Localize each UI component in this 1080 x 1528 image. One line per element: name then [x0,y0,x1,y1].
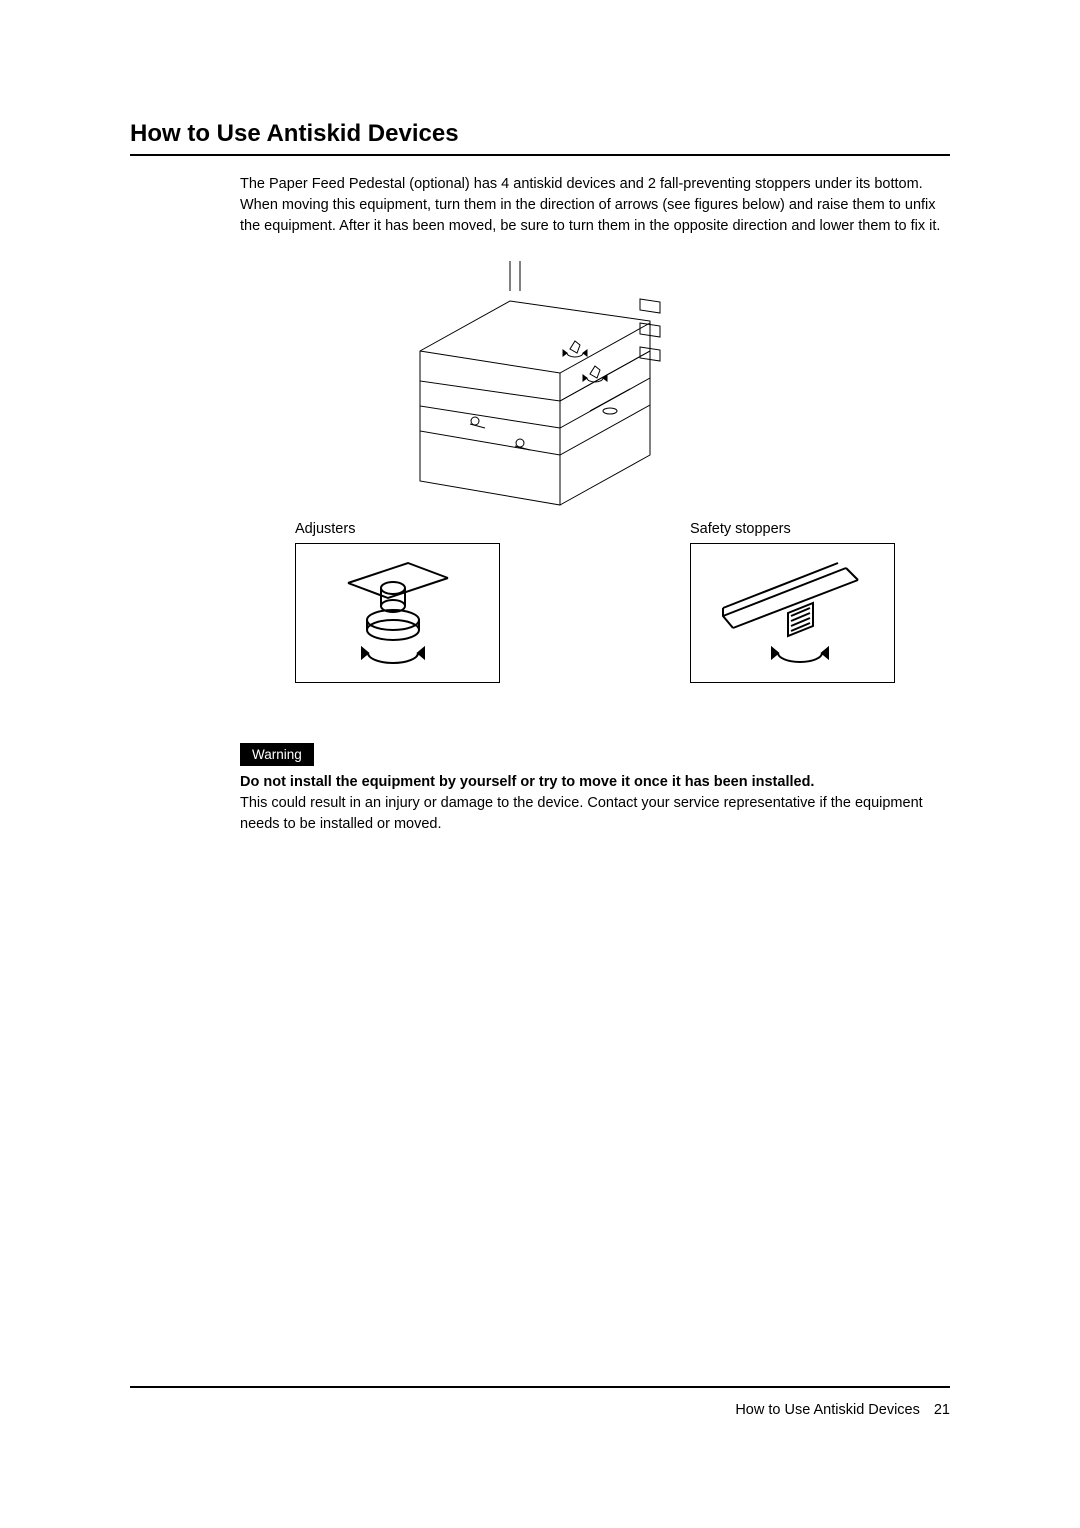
page-number: 21 [934,1402,950,1418]
stopper-icon [718,558,868,668]
warning-body-text: This could result in an injury or damage… [240,793,950,835]
section-title: How to Use Antiskid Devices [130,120,950,148]
footer: How to Use Antiskid Devices 21 [130,1386,950,1418]
stoppers-column: Safety stoppers [690,521,895,683]
footer-title: How to Use Antiskid Devices [735,1402,920,1418]
adjuster-icon [338,558,458,668]
warning-bold-text: Do not install the equipment by yourself… [240,772,950,793]
adjusters-box [295,543,500,683]
adjusters-column: Adjusters [295,521,500,683]
warning-badge: Warning [240,743,314,766]
stoppers-box [690,543,895,683]
footer-rule [130,1386,950,1388]
stoppers-label: Safety stoppers [690,521,791,537]
pedestal-diagram [320,261,760,511]
intro-paragraph: The Paper Feed Pedestal (optional) has 4… [240,174,950,237]
footer-line: How to Use Antiskid Devices 21 [130,1402,950,1418]
adjusters-label: Adjusters [295,521,355,537]
detail-row: Adjusters [240,521,950,683]
title-rule [130,154,950,156]
